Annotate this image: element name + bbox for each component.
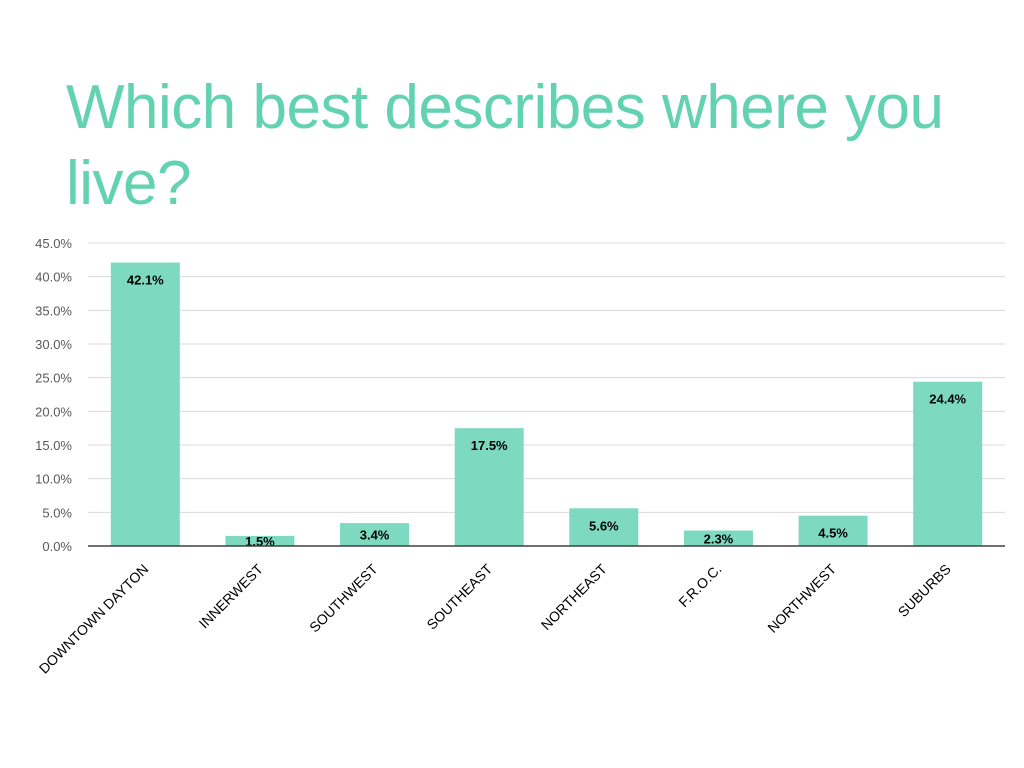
y-tick-label: 45.0%: [35, 236, 72, 251]
bar: [683, 530, 753, 546]
data-label: 1.5%: [245, 534, 275, 549]
category-label: NORTHEAST: [538, 560, 611, 633]
y-tick-label: 35.0%: [35, 303, 72, 318]
category-label: SOUTHEAST: [423, 560, 495, 632]
bar: [340, 523, 410, 546]
data-label: 5.6%: [589, 518, 619, 533]
data-label: 3.4%: [360, 528, 390, 543]
y-tick-label: 40.0%: [35, 270, 72, 285]
category-label: DOWNTOWN DAYTON: [36, 561, 152, 677]
bar: [225, 535, 295, 546]
bar: [913, 381, 983, 546]
y-tick-label: 20.0%: [35, 404, 72, 419]
data-label: 24.4%: [929, 392, 966, 407]
category-label: SOUTHWEST: [306, 560, 381, 635]
category-label: SUBURBS: [895, 561, 954, 620]
y-tick-label: 5.0%: [42, 505, 72, 520]
y-tick-label: 25.0%: [35, 371, 72, 386]
data-label: 17.5%: [471, 438, 508, 453]
y-tick-label: 15.0%: [35, 438, 72, 453]
data-label: 42.1%: [127, 273, 164, 288]
data-label: 2.3%: [704, 531, 734, 546]
bar: [569, 508, 639, 546]
y-tick-label: 30.0%: [35, 337, 72, 352]
y-tick-label: 10.0%: [35, 472, 72, 487]
data-label: 4.5%: [818, 526, 848, 541]
bar: [454, 428, 524, 546]
y-tick-label: 0.0%: [42, 539, 72, 554]
bar: [798, 515, 868, 546]
category-label: NORTHWEST: [764, 560, 839, 635]
category-label: F.R.O.C.: [675, 561, 724, 610]
category-label: INNERWEST: [196, 560, 267, 631]
bar: [110, 262, 180, 546]
chart-title: Which best describes where you live?: [66, 73, 944, 218]
